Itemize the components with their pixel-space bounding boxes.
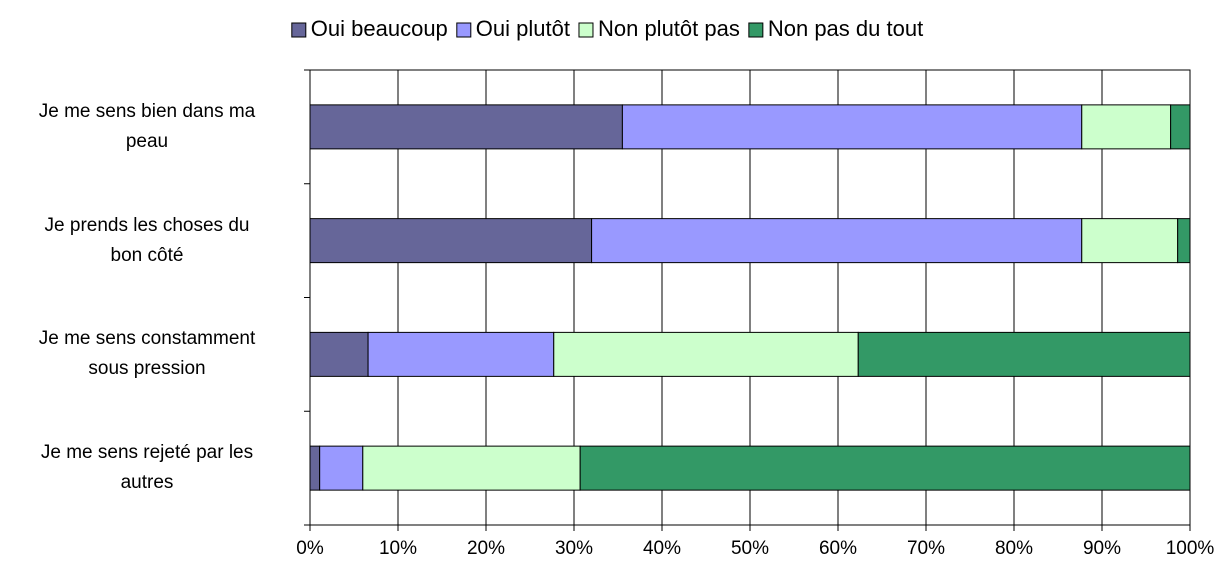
legend-swatch (291, 22, 307, 38)
legend-swatch (456, 22, 472, 38)
bar-segment (857, 331, 1191, 377)
legend-label: Non pas du tout (768, 16, 923, 41)
bar-segment (319, 445, 364, 491)
plot-border (309, 69, 1191, 526)
bar-segment (309, 218, 593, 264)
bar-segment (1081, 218, 1179, 264)
bar-segment (1081, 104, 1172, 150)
x-tick-label: 30% (555, 538, 593, 559)
bar-segment (579, 445, 1191, 491)
x-tick-label: 90% (1083, 538, 1121, 559)
x-tick-label: 60% (819, 538, 857, 559)
bar-segment (1177, 218, 1191, 264)
bar-segment (309, 445, 321, 491)
bar-segment (309, 331, 369, 377)
legend-swatch (578, 22, 594, 38)
x-tick-label: 100% (1166, 538, 1215, 559)
x-tick-label: 20% (467, 538, 505, 559)
y-tick-label: Je me sens rejeté par les autres (40, 442, 254, 494)
legend-label: Oui beaucoup (311, 16, 448, 41)
x-tick-label: 80% (995, 538, 1033, 559)
bar-segment (621, 104, 1083, 150)
y-tick-label: Je me sens bien dans ma peau (38, 100, 256, 152)
y-tick-label: Je me sens constamment sous pression (38, 328, 256, 380)
bar-segment (591, 218, 1083, 264)
x-tick-label: 10% (379, 538, 417, 559)
bar-segment (367, 331, 555, 377)
legend-swatch (748, 22, 764, 38)
y-tick-label: Je prends les choses du bon côté (44, 214, 250, 266)
legend-label: Oui plutôt (476, 16, 570, 41)
legend-label: Non plutôt pas (598, 16, 740, 41)
x-tick-label: 40% (643, 538, 681, 559)
bar-segment (553, 331, 859, 377)
bar-segment (362, 445, 581, 491)
bar-segment (309, 104, 623, 150)
x-tick-label: 0% (296, 538, 324, 559)
x-tick-label: 70% (907, 538, 945, 559)
bar-segment (1170, 104, 1191, 150)
x-tick-label: 50% (731, 538, 769, 559)
